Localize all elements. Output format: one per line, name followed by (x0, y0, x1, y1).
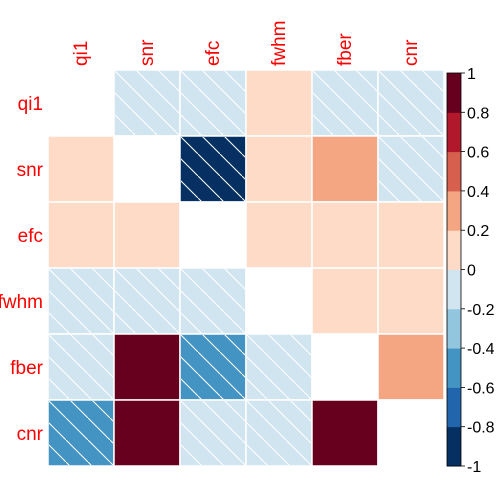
legend-tick-label: -0.4 (467, 341, 495, 358)
row-label-fber: fber (10, 358, 43, 379)
heatmap-cell-efc-qi1 (47, 201, 115, 269)
column-label-efc: efc (203, 41, 224, 66)
heatmap-cell-cnr-snr (113, 399, 181, 467)
legend-tick-label: 0.6 (467, 145, 489, 162)
row-label-qi1: qi1 (18, 94, 43, 115)
heatmap-cell-fber-cnr (377, 333, 445, 401)
heatmap-cell-efc-snr (113, 201, 181, 269)
hatch-overlay (247, 335, 311, 399)
hatch-overlay (181, 269, 245, 333)
legend-swatch (447, 190, 461, 231)
legend-swatch (447, 230, 461, 270)
legend-tick-label: 0.4 (467, 184, 489, 201)
column-labels: qi1 snr efc fwhm fber cnr (71, 21, 422, 66)
legend-swatch (447, 308, 461, 349)
row-labels: qi1 snr efc fwhm fber cnr (0, 94, 44, 445)
hatch-overlay (115, 269, 179, 333)
heatmap-cell-efc-fber (311, 201, 379, 269)
heatmap-cell-efc-fwhm (245, 201, 313, 269)
column-label-snr: snr (137, 39, 158, 66)
heatmap-cell-fwhm-fwhm (245, 267, 313, 335)
hatch-overlay (379, 137, 443, 201)
legend-tick-label: -0.2 (467, 302, 495, 319)
color-legend: 1 0.8 0.6 0.4 0.2 0 -0.2 -0.4 -0.6 -0.8 -1 (446, 66, 495, 476)
column-label-cnr: cnr (401, 39, 422, 66)
heatmap-cell-fwhm-fber (311, 267, 379, 335)
heatmap-cell-snr-fwhm (245, 135, 313, 203)
heatmap-cell-qi1-qi1 (47, 69, 115, 137)
hatch-overlay (313, 71, 377, 135)
legend-tick-label: -0.6 (467, 380, 495, 397)
hatch-overlay (247, 401, 311, 465)
row-label-fwhm: fwhm (0, 292, 43, 313)
column-label-fwhm: fwhm (269, 21, 290, 66)
hatch-overlay (181, 401, 245, 465)
row-label-cnr: cnr (17, 424, 44, 445)
heatmap-cell-qi1-fwhm (245, 69, 313, 137)
legend-tick-label: 0 (467, 263, 476, 280)
hatch-overlay (49, 401, 113, 465)
heatmap-cell-fwhm-cnr (377, 267, 445, 335)
hatch-overlay (49, 335, 113, 399)
column-label-qi1: qi1 (71, 41, 92, 66)
legend-tick-label: 0.2 (467, 223, 489, 240)
heatmap-cell-efc-cnr (377, 201, 445, 269)
heatmap-cells (47, 69, 445, 467)
heatmap-cell-snr-qi1 (47, 135, 115, 203)
row-label-snr: snr (17, 160, 44, 181)
row-label-efc: efc (18, 226, 43, 247)
hatch-overlay (181, 71, 245, 135)
heatmap-cell-snr-snr (113, 135, 181, 203)
heatmap-cell-fber-snr (113, 333, 181, 401)
legend-swatch (447, 426, 461, 467)
heatmap-cell-cnr-fber (311, 399, 379, 467)
legend-tick-label: -1 (467, 459, 481, 476)
heatmap-cell-fber-fber (311, 333, 379, 401)
legend-tick-label: -0.8 (467, 420, 495, 437)
hatch-overlay (181, 335, 245, 399)
legend-swatch (447, 151, 461, 192)
legend-tick-label: 1 (467, 66, 476, 83)
legend-swatch (447, 387, 461, 428)
heatmap-cell-snr-fber (311, 135, 379, 203)
legend-swatch (447, 73, 461, 113)
legend-swatch (447, 112, 461, 153)
legend-swatch (447, 269, 461, 310)
legend-tick-label: 0.8 (467, 105, 489, 122)
hatch-overlay (379, 71, 443, 135)
hatch-overlay (49, 269, 113, 333)
heatmap-cell-efc-efc (179, 201, 247, 269)
column-label-fber: fber (335, 33, 356, 66)
hatch-overlay (181, 137, 245, 201)
hatch-overlay (115, 71, 179, 135)
legend-swatch (447, 348, 461, 388)
heatmap-cell-cnr-cnr (377, 399, 445, 467)
